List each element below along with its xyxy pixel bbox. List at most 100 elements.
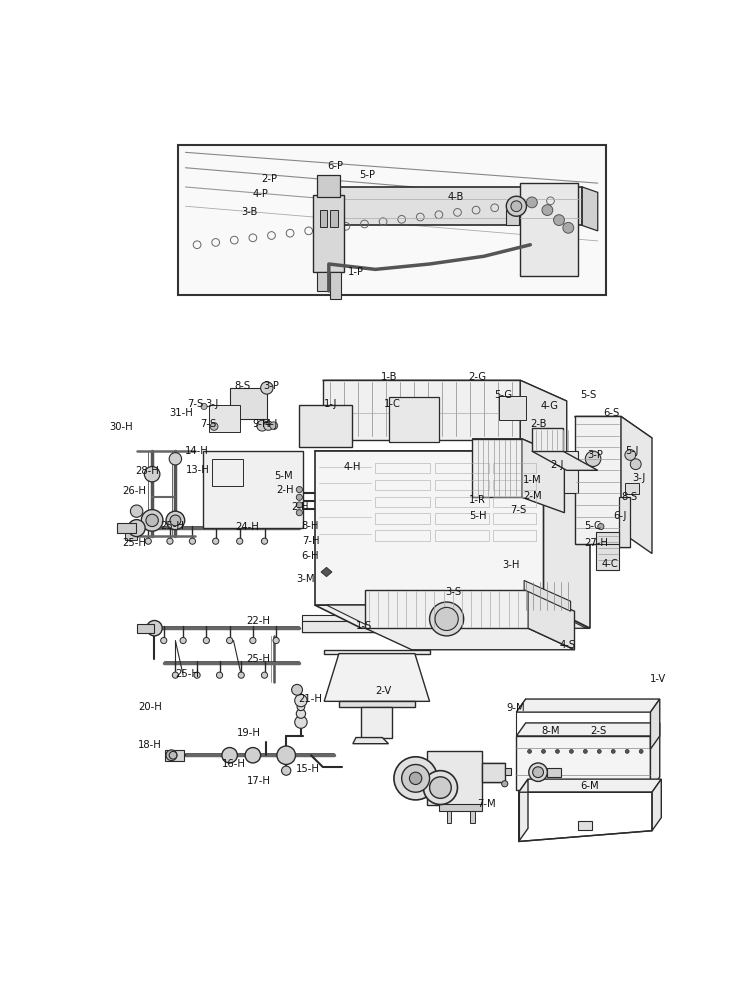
Bar — [375, 480, 429, 490]
Bar — [596, 532, 620, 570]
Polygon shape — [575, 416, 652, 438]
Polygon shape — [650, 699, 660, 749]
Circle shape — [296, 494, 302, 500]
Text: 26-H: 26-H — [123, 486, 147, 496]
Text: 2-H: 2-H — [292, 502, 309, 512]
Circle shape — [553, 215, 565, 225]
Bar — [505, 768, 511, 774]
Polygon shape — [519, 779, 528, 841]
Text: 4-S: 4-S — [559, 640, 576, 650]
Text: 16-H: 16-H — [222, 759, 246, 769]
Circle shape — [511, 201, 522, 212]
Text: 6-H: 6-H — [302, 551, 319, 561]
Text: 2-J: 2-J — [550, 460, 564, 470]
Circle shape — [429, 777, 451, 798]
Polygon shape — [353, 738, 389, 744]
Circle shape — [297, 703, 305, 711]
Text: 4-G: 4-G — [541, 401, 559, 411]
Polygon shape — [323, 380, 567, 401]
Text: 5-M: 5-M — [274, 471, 293, 481]
Bar — [389, 397, 439, 442]
Polygon shape — [517, 699, 660, 712]
Polygon shape — [524, 580, 571, 611]
Bar — [493, 513, 535, 524]
Bar — [619, 497, 629, 547]
Text: 3-J: 3-J — [632, 473, 645, 483]
Text: 22-H: 22-H — [246, 616, 270, 626]
Text: 9-M: 9-M — [506, 703, 525, 713]
Bar — [564, 451, 578, 493]
Bar — [212, 459, 243, 486]
Text: 4-J: 4-J — [265, 419, 277, 429]
Text: 5-H: 5-H — [469, 511, 487, 521]
Text: 17-H: 17-H — [247, 776, 271, 786]
Circle shape — [166, 750, 177, 761]
Circle shape — [245, 748, 261, 763]
Text: 7-H: 7-H — [302, 536, 319, 546]
Polygon shape — [324, 650, 429, 654]
Bar — [332, 187, 582, 225]
Text: 25-H: 25-H — [161, 521, 184, 531]
Bar — [375, 513, 429, 524]
Circle shape — [435, 607, 458, 631]
Circle shape — [409, 772, 422, 785]
Circle shape — [170, 515, 180, 526]
Text: 2-S: 2-S — [590, 726, 606, 736]
Bar — [520, 183, 578, 276]
Text: 5-J: 5-J — [625, 446, 638, 456]
Text: 25-H: 25-H — [246, 654, 270, 664]
Bar — [165, 750, 184, 761]
Circle shape — [277, 746, 296, 764]
Text: 2-G: 2-G — [468, 372, 487, 382]
Circle shape — [128, 520, 145, 537]
Bar — [375, 497, 429, 507]
Circle shape — [611, 749, 615, 753]
Text: 3-H: 3-H — [502, 560, 520, 570]
Circle shape — [250, 637, 256, 644]
Bar — [314, 195, 344, 272]
Polygon shape — [621, 416, 652, 554]
Circle shape — [402, 764, 429, 792]
Bar — [125, 531, 137, 540]
Circle shape — [167, 538, 173, 544]
Circle shape — [262, 538, 268, 544]
Text: 25-H: 25-H — [175, 669, 199, 679]
Bar — [375, 530, 429, 541]
Text: 15-H: 15-H — [296, 764, 320, 774]
Circle shape — [639, 749, 643, 753]
Text: 7-M: 7-M — [477, 799, 496, 809]
Polygon shape — [315, 451, 544, 605]
Text: 8-S: 8-S — [622, 492, 638, 502]
Circle shape — [529, 763, 547, 781]
Text: 1-S: 1-S — [356, 621, 372, 631]
Circle shape — [598, 523, 604, 530]
Circle shape — [296, 487, 302, 493]
Circle shape — [502, 781, 508, 787]
Polygon shape — [520, 380, 567, 459]
Text: 1-R: 1-R — [469, 495, 486, 505]
Bar — [493, 463, 535, 473]
Text: 7-S: 7-S — [187, 399, 203, 409]
Text: 2-P: 2-P — [261, 174, 277, 184]
Bar — [202, 451, 303, 528]
Bar — [320, 210, 327, 227]
Text: 6-J: 6-J — [613, 511, 626, 521]
Circle shape — [144, 466, 160, 482]
Polygon shape — [575, 416, 621, 544]
Circle shape — [292, 684, 302, 695]
Bar — [435, 497, 490, 507]
Text: 4-P: 4-P — [253, 189, 268, 199]
Text: 30-H: 30-H — [110, 422, 133, 432]
Circle shape — [625, 749, 629, 753]
Circle shape — [145, 538, 151, 544]
Circle shape — [625, 450, 635, 460]
Text: 5-C: 5-C — [584, 521, 602, 531]
Bar — [578, 821, 593, 830]
Text: 1-V: 1-V — [650, 674, 666, 684]
Text: 6-P: 6-P — [327, 161, 343, 171]
Circle shape — [394, 757, 438, 800]
Circle shape — [556, 749, 559, 753]
Text: 4-H: 4-H — [344, 462, 361, 472]
Polygon shape — [365, 628, 575, 650]
Bar — [330, 210, 338, 227]
